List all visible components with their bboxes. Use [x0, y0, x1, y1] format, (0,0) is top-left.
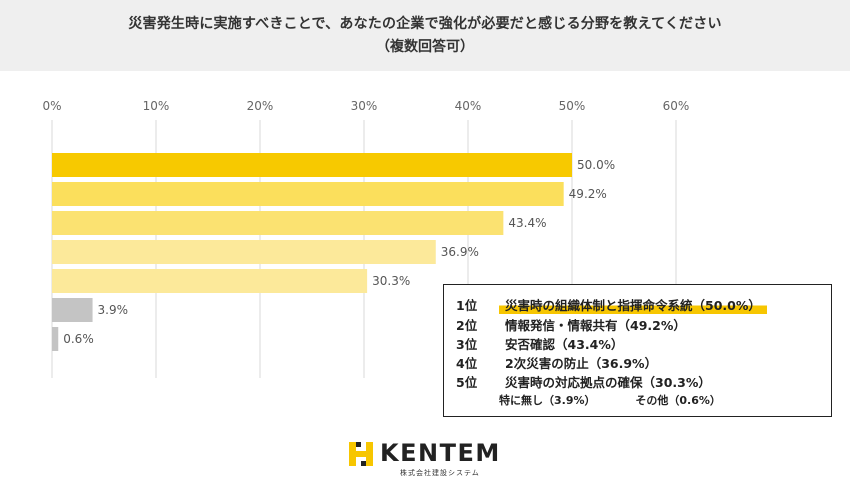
kentem-logo: KENTEM 株式会社建設システム: [348, 439, 508, 481]
rank-number: 3位: [456, 337, 478, 352]
data-label: 30.3%: [372, 274, 410, 288]
logo-wordmark: KENTEM: [380, 439, 501, 467]
kentem-logo-icon: [349, 442, 373, 466]
x-tick-label: 40%: [455, 99, 482, 113]
data-label: 36.9%: [441, 245, 479, 259]
bar: [52, 298, 93, 322]
x-tick-label: 50%: [559, 99, 586, 113]
bar: [52, 269, 368, 293]
rank-number: 2位: [456, 318, 478, 333]
x-tick-label: 20%: [247, 99, 274, 113]
rank-text: 災害時の組織体制と指揮命令系統（50.0%）: [499, 295, 767, 314]
chart-subtitle: （複数回答可）: [376, 39, 474, 55]
rank-text: 災害時の対応拠点の確保（30.3%）: [505, 375, 711, 390]
data-label: 3.9%: [98, 303, 129, 317]
x-tick-label: 30%: [351, 99, 378, 113]
other-item-other: その他（0.6%）: [635, 394, 721, 407]
bar-chart: 0% 10% 20% 30% 40% 50% 60% 50.0% 49.2% 43.4% 36.9%…: [42, 99, 690, 378]
rank-number: 1位: [456, 298, 478, 313]
data-label: 43.4%: [508, 216, 546, 230]
bar: [52, 153, 572, 177]
data-label: 50.0%: [577, 158, 615, 172]
data-label: 0.6%: [63, 332, 94, 346]
rank-text: 安否確認（43.4%）: [505, 337, 624, 352]
x-tick-label: 0%: [42, 99, 61, 113]
rank-number: 5位: [456, 375, 478, 390]
ranking-legend: 1位 災害時の組織体制と指揮命令系統（50.0%） 2位 情報発信・情報共有（4…: [443, 284, 832, 417]
others-row: 特に無し（3.9%） その他（0.6%）: [499, 392, 757, 408]
bar: [52, 240, 436, 264]
rank-number: 4位: [456, 356, 478, 371]
data-label: 49.2%: [569, 187, 607, 201]
chart-title: 災害発生時に実施すべきことで、あなたの企業で強化が必要だと感じる分野を教えてくだ…: [128, 16, 722, 32]
bar: [52, 182, 564, 206]
x-tick-label: 60%: [663, 99, 690, 113]
rank-text: 情報発信・情報共有（49.2%）: [505, 318, 686, 333]
bar: [52, 211, 504, 235]
other-item-none: 特に無し（3.9%）: [499, 394, 596, 407]
bar: [52, 327, 59, 351]
rank-text: 2次災害の防止（36.9%）: [505, 356, 658, 371]
chart-header: 災害発生時に実施すべきことで、あなたの企業で強化が必要だと感じる分野を教えてくだ…: [0, 0, 850, 71]
logo-company-name: 株式会社建設システム: [400, 469, 480, 477]
x-tick-label: 10%: [143, 99, 170, 113]
